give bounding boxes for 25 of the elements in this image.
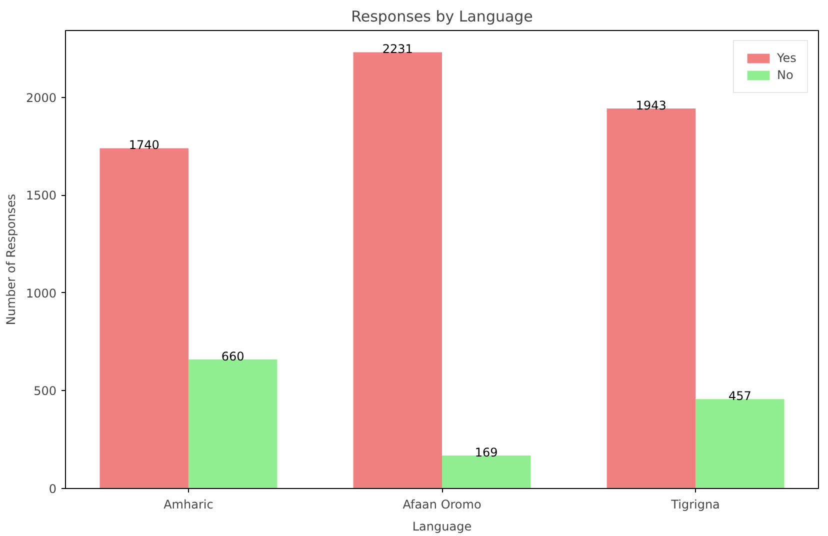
y-axis-title: Number of Responses (4, 194, 18, 326)
legend-label: No (777, 68, 794, 82)
y-tick-label: 1500 (26, 188, 57, 203)
y-tick-label: 0 (48, 482, 57, 496)
legend-label: Yes (777, 51, 797, 65)
data-label: 457 (728, 389, 752, 404)
y-tick-label: 1000 (26, 286, 57, 300)
bar (188, 359, 278, 488)
x-tick-label: Tigrigna (670, 498, 720, 512)
x-tick-label: Amharic (164, 498, 214, 512)
bar (100, 148, 188, 488)
data-label: 660 (221, 349, 244, 364)
data-label: 1943 (636, 98, 666, 113)
bar (696, 399, 784, 488)
data-label: 1740 (128, 138, 160, 152)
bar (442, 455, 531, 488)
x-tick-label: Afaan Oromo (402, 498, 482, 512)
y-tick-label: 2000 (26, 90, 57, 105)
chart-title: Responses by Language (351, 8, 533, 26)
bar (606, 108, 696, 488)
x-axis-title: Language (412, 520, 472, 534)
data-label: 169 (474, 445, 498, 460)
data-label: 2231 (382, 42, 413, 56)
y-tick-label: 500 (34, 384, 56, 398)
bar (353, 52, 442, 488)
